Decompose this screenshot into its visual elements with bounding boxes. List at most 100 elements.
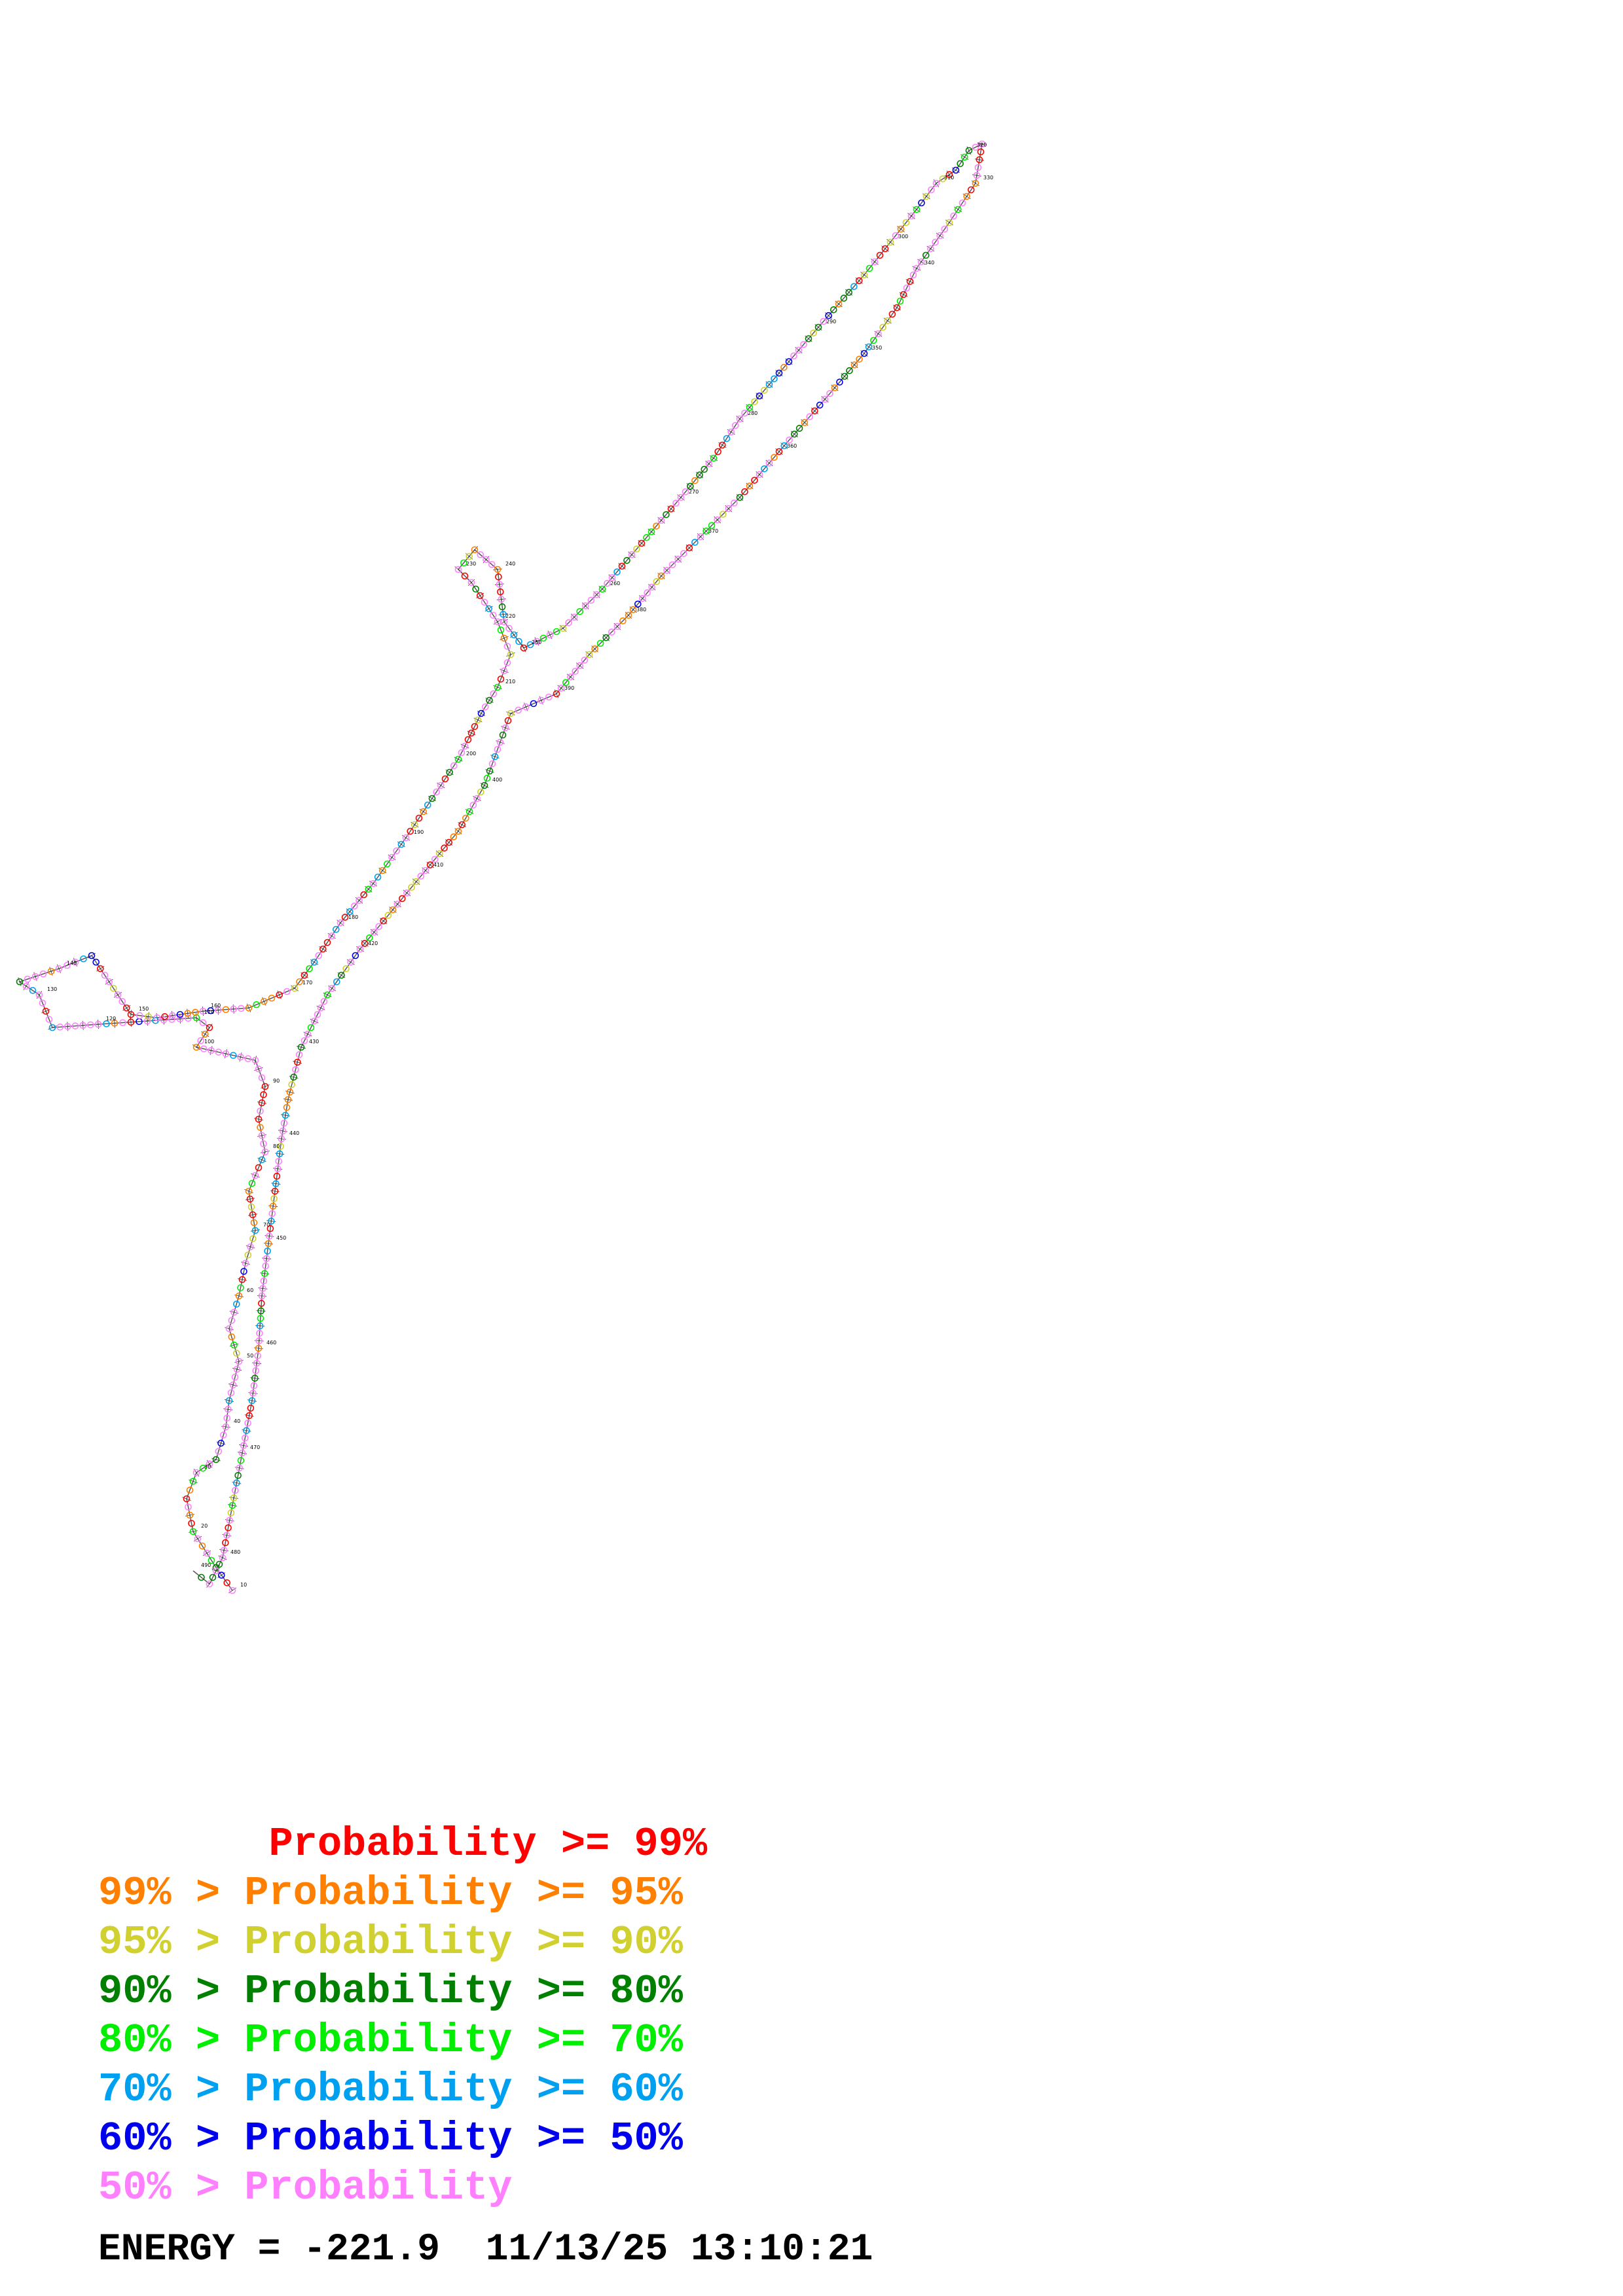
nucleotide: [198, 1542, 206, 1550]
nucleotide: [111, 1020, 119, 1027]
nucleotide: [332, 925, 340, 933]
nucleotide: [486, 767, 494, 775]
nucleotide: [361, 940, 369, 947]
index-label: 20: [201, 1523, 208, 1529]
nucleotide: [751, 398, 758, 406]
nucleotide: [189, 1478, 197, 1485]
nucleotide: [127, 1018, 135, 1026]
nucleotide: [961, 153, 968, 161]
nucleotide: [47, 967, 55, 975]
nucleotide: [228, 1501, 236, 1509]
nucleotide: [222, 1423, 230, 1431]
nucleotide: [522, 703, 530, 711]
nucleotide: [976, 156, 983, 164]
nucleotide: [251, 1172, 259, 1179]
nucleotide: [237, 1053, 244, 1061]
nucleotide: [247, 1243, 254, 1251]
nucleotide: [261, 1148, 269, 1156]
nucleotide: [791, 430, 798, 438]
nucleotide: [876, 251, 884, 259]
nucleotide: [545, 693, 553, 701]
nucleotide: [909, 271, 917, 279]
nucleotide: [775, 448, 783, 456]
nucleotide: [237, 1005, 245, 1013]
nucleotide: [907, 212, 915, 220]
nucleotide: [257, 1307, 264, 1315]
nucleotide: [247, 1405, 255, 1412]
nucleotide: [188, 1520, 195, 1527]
nucleotide: [145, 1013, 152, 1020]
nucleotide: [604, 579, 611, 587]
nucleotide: [795, 346, 803, 354]
nucleotide: [231, 1373, 239, 1381]
nucleotide: [860, 350, 868, 357]
nucleotide: [741, 409, 748, 417]
nucleotide: [238, 1449, 246, 1457]
nucleotide: [461, 572, 469, 580]
index-label: 140: [67, 960, 77, 966]
nucleotide: [585, 651, 593, 658]
nucleotide: [235, 1357, 243, 1365]
nucleotide: [553, 628, 560, 636]
nucleotide: [501, 724, 509, 732]
nucleotide: [206, 1460, 213, 1467]
nucleotide: [315, 952, 323, 960]
nucleotide: [230, 1308, 238, 1316]
nucleotide: [246, 1412, 253, 1420]
nucleotide: [199, 1007, 207, 1015]
nucleotide: [562, 679, 570, 687]
nucleotide: [291, 984, 299, 992]
nucleotide: [365, 934, 373, 942]
nucleotide: [237, 1457, 245, 1464]
index-label: 360: [787, 443, 797, 449]
nucleotide: [249, 1235, 257, 1242]
nucleotide: [613, 568, 621, 576]
nucleotide: [507, 709, 515, 717]
nucleotide: [756, 471, 763, 478]
nucleotide: [805, 335, 812, 342]
index-label: 300: [898, 234, 908, 240]
nucleotide: [342, 965, 350, 973]
nucleotide: [765, 381, 773, 388]
nucleotide: [397, 840, 405, 848]
nucleotide: [494, 745, 501, 753]
nucleotide: [746, 404, 754, 411]
index-label: 320: [977, 142, 987, 148]
index-label: 310: [944, 175, 954, 181]
nucleotide: [238, 1276, 246, 1283]
nucleotide: [510, 631, 518, 639]
nucleotide: [494, 565, 501, 573]
nucleotide: [500, 634, 508, 642]
nucleotide: [127, 1011, 135, 1018]
nucleotide: [736, 415, 744, 423]
nucleotide: [230, 1341, 238, 1349]
nucleotide: [258, 1292, 266, 1300]
nucleotide: [276, 991, 283, 999]
nucleotide: [708, 522, 716, 529]
nucleotide: [227, 1509, 235, 1516]
nucleotide: [266, 1225, 274, 1232]
nucleotide: [653, 522, 660, 530]
legend-row-below-50: 50% > Probability: [98, 2164, 513, 2211]
nucleotide: [687, 482, 694, 490]
nucleotide: [806, 413, 813, 421]
nucleotide: [231, 1486, 239, 1494]
nucleotide: [24, 975, 31, 983]
nucleotide: [546, 631, 554, 639]
nucleotide: [410, 821, 418, 829]
nucleotide: [228, 1317, 236, 1324]
legend-row-60: 70% > Probability >= 60%: [98, 2066, 683, 2113]
nucleotide: [230, 1005, 238, 1013]
nucleotide: [198, 1573, 205, 1581]
nucleotide: [338, 971, 345, 979]
nucleotide: [702, 528, 710, 535]
nucleotide: [643, 533, 650, 541]
nucleotide: [471, 546, 479, 554]
nucleotide: [441, 775, 449, 783]
nucleotide: [591, 645, 598, 653]
nucleotide: [274, 1165, 282, 1172]
nucleotide: [565, 619, 572, 626]
energy-value: -221.9: [303, 2229, 441, 2271]
nucleotide: [503, 643, 511, 650]
nucleotide: [732, 422, 739, 429]
